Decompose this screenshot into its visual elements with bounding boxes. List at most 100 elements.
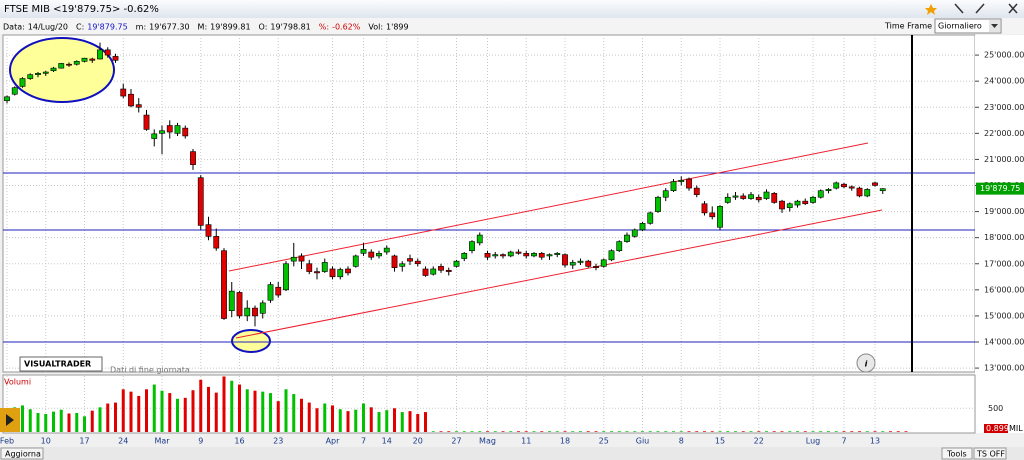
volume-panel — [2, 374, 976, 434]
x-tick-label: 23 — [273, 437, 283, 446]
y-tick-label: 17'000.00 — [984, 259, 1024, 268]
arrow-icon[interactable] — [954, 3, 964, 14]
volume-bar — [199, 379, 203, 432]
volume-bar — [222, 376, 226, 432]
candle-body — [182, 127, 189, 137]
volume-bar — [238, 384, 241, 432]
candle-body — [27, 74, 34, 79]
volume-bar — [284, 389, 288, 432]
x-tick-label: 7 — [361, 437, 366, 446]
volume-bar — [571, 431, 575, 432]
candle-body — [360, 249, 367, 254]
window-title: FTSE MIB <19'879.75> -0.62% — [4, 4, 159, 15]
volume-bar — [641, 431, 644, 432]
candle-body — [763, 191, 770, 199]
volume-bar — [478, 431, 482, 432]
volume-bar — [850, 431, 854, 432]
candle-body — [329, 268, 336, 278]
info-icon[interactable] — [856, 353, 876, 373]
candle-body — [422, 268, 429, 276]
candle-body — [259, 302, 266, 314]
volume-bar — [865, 431, 869, 432]
info-value: -0.62% — [332, 23, 361, 32]
candle-body — [135, 104, 142, 108]
candle-body — [399, 263, 406, 267]
candle-body — [748, 194, 754, 199]
candle-body — [159, 130, 165, 134]
tools-button[interactable] — [941, 447, 973, 460]
candle-body — [252, 307, 258, 317]
volume-bar — [664, 431, 668, 432]
volume-bar — [796, 431, 799, 432]
volume-bar — [904, 431, 908, 432]
volume-bar — [579, 431, 582, 432]
volume-bar — [145, 389, 148, 432]
x-tick-label: 9 — [198, 437, 203, 446]
ts-button[interactable] — [973, 447, 1007, 460]
candle-body — [469, 241, 475, 252]
select-arrow — [991, 24, 998, 28]
volume-bar — [633, 431, 637, 432]
candle-body — [345, 268, 351, 274]
candle-body — [73, 61, 80, 65]
x-tick-label: 14 — [382, 437, 392, 446]
volume-bar — [75, 413, 79, 432]
update-button[interactable] — [0, 447, 44, 460]
volume-bar — [400, 412, 404, 432]
star-icon[interactable] — [925, 4, 937, 15]
candle-body — [662, 190, 669, 198]
volume-bar — [331, 405, 334, 432]
volume-bar — [695, 431, 699, 432]
candle-body — [538, 253, 545, 258]
info-label: %: — [319, 23, 329, 32]
volume-bar — [191, 390, 195, 432]
candle-body — [66, 63, 72, 66]
candle-body — [608, 250, 615, 261]
candle-body — [221, 250, 227, 319]
candle-body — [492, 254, 499, 257]
info-label: m: — [136, 23, 147, 32]
volume-bar — [834, 431, 838, 432]
y-tick-label: 16'000.00 — [984, 285, 1024, 294]
update-label[interactable]: Aggiorna — [5, 450, 41, 459]
candle-body — [755, 196, 762, 201]
volume-bar — [28, 409, 32, 432]
arrow-icon[interactable] — [975, 3, 985, 14]
time-frame-value[interactable]: Giornaliero — [938, 22, 982, 31]
candle-body — [686, 178, 692, 189]
volume-bar — [672, 431, 675, 432]
volume-bar — [517, 431, 520, 432]
candle-body — [740, 195, 747, 199]
candle-body — [391, 255, 398, 268]
volume-bar — [757, 431, 761, 432]
candle-body — [283, 263, 289, 291]
volume-bar — [315, 408, 319, 432]
candle-body — [112, 56, 119, 61]
candle-body — [507, 251, 514, 257]
volume-bar — [393, 408, 396, 432]
last-price-box — [976, 182, 1024, 195]
info-value: 14/Lug/20 — [28, 23, 68, 32]
volume-bar — [176, 398, 179, 432]
candle-body — [717, 206, 723, 228]
candle-body — [531, 253, 537, 257]
y-tick-label: 19'000.00 — [984, 207, 1024, 216]
tools-label[interactable]: Tools — [946, 450, 967, 459]
candle-body — [174, 125, 181, 134]
volume-bar — [679, 431, 683, 432]
x-tick-label: 17 — [79, 437, 89, 446]
drawings — [3, 35, 975, 372]
candle-body — [864, 189, 871, 197]
candle-body — [833, 182, 840, 189]
close-icon[interactable] — [1008, 3, 1018, 14]
y-tick-label: 24'000.00 — [984, 77, 1024, 86]
candle-body — [624, 234, 630, 242]
candle-body — [872, 182, 878, 186]
time-frame-select[interactable] — [934, 18, 1002, 34]
candle-body — [120, 88, 127, 97]
ts-label[interactable]: TS OFF — [976, 450, 1005, 459]
volume-bar — [59, 409, 63, 432]
volume-bar — [734, 431, 737, 432]
candle-body — [445, 269, 452, 272]
volume-bar — [346, 411, 350, 432]
